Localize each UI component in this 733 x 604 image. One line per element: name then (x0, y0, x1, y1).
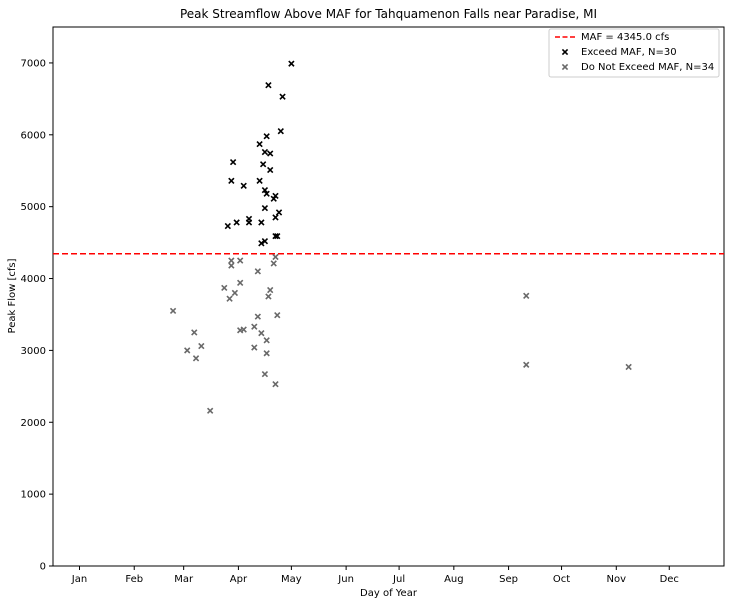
exceed-point (267, 166, 274, 174)
x-tick-label: Aug (444, 574, 464, 585)
chart-title: Peak Streamflow Above MAF for Tahquameno… (180, 7, 597, 21)
not-exceed-point (184, 347, 191, 354)
legend-exceed-x (561, 48, 569, 56)
x-tick-label: Jun (337, 574, 354, 585)
exceed-point (240, 182, 247, 189)
x-axis-label: Day of Year (360, 588, 418, 599)
exceed-point (274, 232, 281, 240)
x-tick-label: Sep (499, 574, 518, 585)
legend-maf-label: MAF = 4345.0 cfs (581, 32, 669, 43)
exceed-point (256, 140, 263, 148)
exceed-point (272, 214, 279, 221)
y-tick-label: 2000 (21, 418, 46, 429)
legend-not-exceed-marker (561, 63, 569, 71)
not-exceed-point (254, 313, 261, 320)
not-exceed-point (198, 342, 205, 350)
exceed-point (261, 204, 269, 212)
not-exceed-point (206, 407, 214, 414)
exceed-point (267, 150, 274, 157)
exceed-point (256, 177, 263, 184)
legend: MAF = 4345.0 cfs Exceed MAF, N=30 Do Not… (548, 28, 720, 78)
x-tick-label: Mar (174, 574, 194, 585)
y-tick-label: 7000 (21, 58, 46, 69)
exceed-point (233, 219, 240, 226)
not-exceed-point (251, 344, 258, 351)
not-exceed-point (169, 307, 177, 315)
not-exceed-point (625, 363, 632, 371)
y-tick-label: 6000 (21, 130, 46, 141)
y-axis: 0 1000 2000 3000 4000 5000 6000 7000 (21, 58, 53, 573)
y-tick-label: 3000 (21, 346, 46, 357)
legend-not-exceed-x (561, 63, 569, 71)
exceed-point (229, 158, 237, 166)
y-tick-label: 4000 (21, 274, 46, 285)
exceed-point (288, 60, 295, 67)
not-exceed-point (231, 289, 239, 297)
legend-box (548, 28, 720, 78)
not-exceed-point (272, 381, 279, 388)
not-exceed-point (226, 295, 233, 302)
not-exceed-point (192, 355, 200, 362)
x-tick-label: Jul (392, 574, 405, 585)
not-exceed-point (270, 260, 277, 267)
not-exceed-point (263, 337, 270, 344)
exceed-point (224, 222, 231, 230)
not-exceed-point (228, 262, 235, 269)
not-exceed-point (261, 370, 269, 378)
exceed-point (279, 93, 286, 100)
not-exceed-point (228, 257, 235, 264)
not-exceed-point (237, 327, 244, 334)
y-tick-label: 5000 (21, 202, 46, 213)
x-tick-label: Feb (125, 574, 143, 585)
exceed-point (258, 219, 265, 226)
not-exceed-point (523, 361, 530, 368)
not-exceed-point (523, 292, 530, 299)
exceed-point (258, 240, 265, 247)
not-exceed-point (258, 329, 265, 337)
exceed-point (259, 161, 267, 168)
x-tick-label: Oct (553, 574, 570, 585)
x-axis: Jan Feb Mar Apr May Jun Jul Aug Sep Oct Nov Dec (71, 566, 679, 585)
legend-not-exceed-label: Do Not Exceed MAF, N=34 (581, 62, 714, 73)
not-exceed-point (265, 293, 272, 300)
not-exceed-point (267, 286, 274, 294)
plot-area (52, 26, 725, 567)
exceed-point (275, 209, 283, 216)
exceed-point (261, 186, 269, 194)
not-exceed-series (169, 253, 632, 414)
not-exceed-point (237, 279, 244, 287)
exceed-point (261, 148, 269, 156)
legend-exceed-marker (561, 48, 569, 56)
exceed-point (263, 190, 270, 197)
not-exceed-point (263, 350, 270, 357)
y-tick-label: 1000 (21, 490, 46, 501)
y-axis-label: Peak Flow [cfs] (7, 258, 18, 333)
exceed-point (277, 128, 284, 135)
not-exceed-point (254, 268, 261, 275)
not-exceed-point (272, 253, 279, 261)
x-tick-label: Nov (607, 574, 627, 585)
exceed-point (261, 237, 269, 245)
exceed-point (263, 133, 270, 140)
x-tick-label: Apr (230, 574, 248, 585)
legend-exceed-label: Exceed MAF, N=30 (581, 47, 677, 58)
exceed-point (228, 177, 235, 184)
y-tick-label: 0 (40, 562, 46, 573)
exceed-point (245, 219, 253, 226)
x-tick-label: May (281, 574, 302, 585)
x-tick-label: Dec (660, 574, 679, 585)
exceed-point (272, 232, 279, 240)
not-exceed-point (251, 323, 258, 330)
x-tick-label: Jan (71, 574, 87, 585)
not-exceed-point (191, 329, 198, 336)
not-exceed-point (221, 284, 228, 292)
exceed-point (270, 195, 277, 202)
points-layer (169, 60, 632, 414)
exceed-series (224, 60, 295, 247)
not-exceed-point (237, 257, 244, 264)
not-exceed-point (274, 312, 281, 319)
exceed-point (265, 82, 272, 89)
